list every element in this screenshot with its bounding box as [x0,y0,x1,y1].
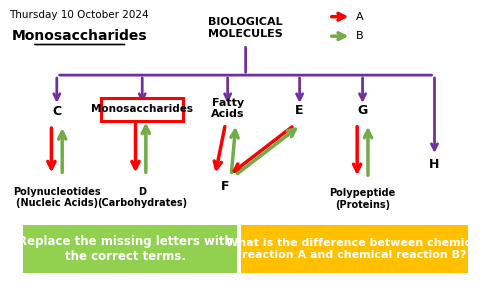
FancyBboxPatch shape [101,98,182,121]
Text: BIOLOGICAL
MOLECULES: BIOLOGICAL MOLECULES [208,17,283,38]
Text: Thursday 10 October 2024: Thursday 10 October 2024 [10,10,149,20]
Text: What is the difference between chemical
reaction A and chemical reaction B?: What is the difference between chemical … [226,238,482,260]
Text: Monosaccharides: Monosaccharides [91,104,193,114]
Text: G: G [358,104,368,117]
Text: E: E [296,104,304,117]
Text: Fatty
Acids: Fatty Acids [211,98,244,119]
Text: D
(Carbohydrates): D (Carbohydrates) [97,187,188,208]
Text: Polypeptide
(Proteins): Polypeptide (Proteins) [330,188,396,210]
Text: Polynucleotides
(Nucleic Acids): Polynucleotides (Nucleic Acids) [13,187,101,208]
Text: A: A [356,12,364,22]
FancyBboxPatch shape [241,225,468,273]
Text: B: B [356,31,364,41]
FancyBboxPatch shape [23,225,236,273]
Text: C: C [52,105,62,118]
Text: Monosaccharides: Monosaccharides [12,29,147,43]
Text: Replace the missing letters with
the correct terms.: Replace the missing letters with the cor… [18,235,233,263]
Text: F: F [221,180,230,193]
Text: H: H [430,158,440,171]
